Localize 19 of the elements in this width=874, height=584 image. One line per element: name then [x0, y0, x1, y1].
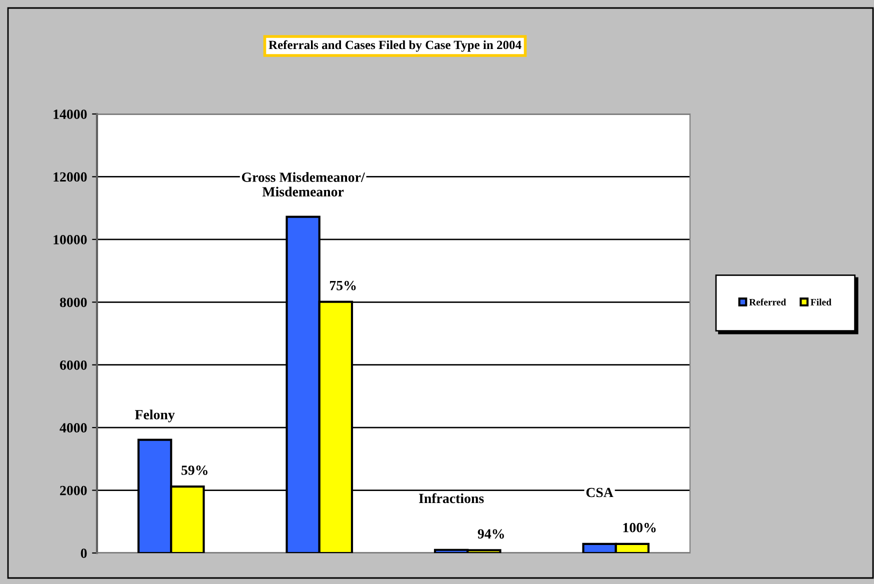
y-tick-label: 2000 [60, 486, 87, 496]
annotation: 75% [330, 280, 356, 290]
x-tick-label: Gross Misdemeanor/ Misdemeanor [242, 172, 365, 196]
annotation: 59% [182, 466, 208, 475]
y-tick-label: 10000 [54, 235, 87, 244]
y-tick-label: 12000 [54, 172, 87, 182]
x-tick-label: Felony [134, 410, 175, 422]
legend-label: Filed [810, 298, 832, 306]
x-tick-label: CSA [586, 488, 614, 498]
legend-label: Referred [749, 298, 786, 306]
x-tick-label: Infractions [418, 493, 484, 504]
y-tick-label: 0 [80, 548, 87, 558]
y-tick-label: 14000 [54, 110, 87, 119]
y-tick-label: 4000 [60, 423, 87, 433]
annotation: 100% [623, 522, 656, 532]
annotation: 94% [478, 529, 504, 539]
chart-title: Referrals and Cases Filed by Case Type in 2004 [268, 40, 522, 52]
y-tick-label: 6000 [60, 360, 87, 370]
y-tick-label: 8000 [60, 298, 87, 308]
